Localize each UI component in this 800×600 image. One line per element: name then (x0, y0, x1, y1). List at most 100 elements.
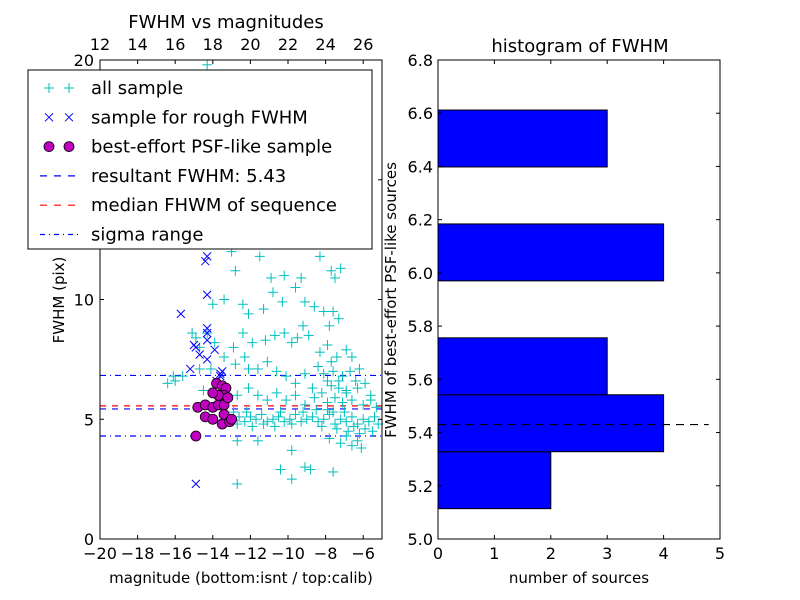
point-s0-79 (262, 395, 273, 406)
scatter-ytick-label: 20 (74, 51, 94, 70)
histogram-title: histogram of FWHM (491, 36, 668, 57)
point-s1-6-b (202, 335, 212, 345)
histogram-bar (437, 109, 608, 168)
point-s0-6 (290, 282, 301, 293)
scatter-top-xtick-label: 20 (240, 35, 260, 54)
point-s0-21 (318, 306, 329, 317)
legend-marker-b (64, 83, 74, 93)
point-s0-111 (307, 411, 318, 422)
legend-item: sigma range (40, 225, 203, 246)
point-s0-61 (326, 356, 337, 367)
point-s1-8-b (191, 343, 201, 352)
histogram-bar (437, 394, 665, 453)
point-s0-22 (328, 306, 339, 317)
point-s1-14-b (215, 369, 225, 379)
point-s0-151 (286, 445, 297, 456)
point-s0-115 (330, 419, 340, 430)
point-s0-7 (296, 272, 307, 283)
point-s0-46 (205, 363, 216, 374)
point-s0-148 (356, 442, 367, 453)
point-s1-3 (176, 309, 186, 319)
point-s0-82 (290, 390, 301, 401)
point-s0-33 (260, 335, 271, 346)
point-s0-15 (243, 308, 254, 319)
point-s0-56 (299, 368, 310, 379)
point-s0-44 (346, 351, 357, 362)
point-s0-113 (318, 414, 329, 425)
legend-label: sample for rough FWHM (91, 107, 308, 128)
histogram-ytick-label: 6.2 (408, 211, 433, 230)
scatter-top-xtick-label: 26 (353, 35, 373, 54)
point-s2-0 (190, 430, 202, 442)
histogram-bar (437, 223, 665, 282)
point-s1-12-b (185, 364, 195, 374)
point-s1-1-b (200, 256, 210, 266)
point-s0-95 (365, 395, 376, 406)
point-s2-18 (207, 387, 219, 399)
legend-marker-a (43, 141, 55, 153)
scatter-legend: all sample sample for rough FWHM best-effo… (27, 69, 373, 250)
point-s0-19 (299, 296, 310, 307)
point-s0-141 (367, 426, 378, 437)
scatter-xtick-label: −10 (271, 544, 305, 563)
histogram-xtick-label: 3 (602, 544, 612, 563)
point-s0-135 (331, 423, 342, 434)
legend-marker-a-b (44, 112, 54, 122)
point-s0-68 (354, 363, 365, 374)
histogram-ticks: 0 1 2 3 4 5 5.0 5.2 5.4 5.6 5.8 6.0 6.2 6.4 6.6 6.8 (408, 51, 726, 563)
point-s0-74 (198, 385, 209, 396)
point-s0-104 (267, 414, 278, 425)
histogram-xtick-label: 1 (489, 544, 499, 563)
point-s0-94 (358, 399, 369, 410)
point-s1-1 (200, 256, 210, 266)
legend-marker-b-b (64, 112, 74, 122)
point-s0-14 (237, 299, 248, 310)
point-s0-10 (330, 272, 340, 283)
histogram-xtick-label: 5 (715, 544, 725, 563)
histogram-xtick-label: 2 (546, 544, 556, 563)
point-s1-17 (191, 479, 201, 489)
scatter-top-xtick-label: 22 (278, 35, 298, 54)
histogram-plot: 0 1 2 3 4 5 5.0 5.2 5.4 5.6 5.8 6.0 6.2 6.4 6.6 6.8 his… (382, 36, 725, 587)
histogram-ytick-label: 6.4 (408, 157, 433, 176)
point-s1-9-b (195, 350, 204, 359)
point-s0-128 (275, 407, 286, 418)
point-s0-124 (241, 407, 252, 418)
point-s0-131 (311, 404, 322, 415)
histogram-ytick-label: 5.6 (408, 370, 433, 389)
point-s0-81 (281, 395, 292, 406)
point-s0-120 (358, 414, 369, 425)
point-s0-29 (209, 337, 220, 348)
point-s0-17 (267, 287, 278, 298)
legend-marker-a (44, 112, 54, 122)
point-s1-6 (202, 335, 212, 345)
point-s1-9 (195, 350, 204, 359)
point-s0-71 (162, 378, 173, 389)
point-s0-77 (243, 383, 254, 394)
point-s0-52 (262, 356, 273, 367)
point-s0-91 (341, 387, 352, 398)
point-s0-42 (331, 351, 342, 362)
point-s0-13 (219, 294, 230, 305)
point-s0-121 (363, 416, 374, 427)
point-s1-5-b (202, 323, 212, 333)
histogram-axes-frame (437, 59, 721, 540)
histogram-xtick-label: 4 (659, 544, 669, 563)
point-s1-11-b (210, 345, 220, 355)
legend-item: all sample (44, 78, 183, 99)
point-s0-34 (269, 330, 280, 341)
scatter-xtick-label: −14 (196, 544, 230, 563)
point-s1-11 (210, 345, 220, 355)
point-s0-99 (239, 416, 250, 427)
point-s0-116 (335, 414, 346, 425)
point-s0-2 (230, 265, 241, 276)
point-s0-16 (258, 304, 269, 315)
point-s0-109 (296, 416, 307, 427)
point-s0-66 (345, 366, 356, 377)
point-s0-133 (322, 404, 333, 415)
histogram-xtick-label: 0 (433, 544, 443, 563)
point-s0-105 (273, 411, 284, 422)
point-s0-153 (299, 462, 310, 473)
point-s0-80 (271, 387, 282, 398)
